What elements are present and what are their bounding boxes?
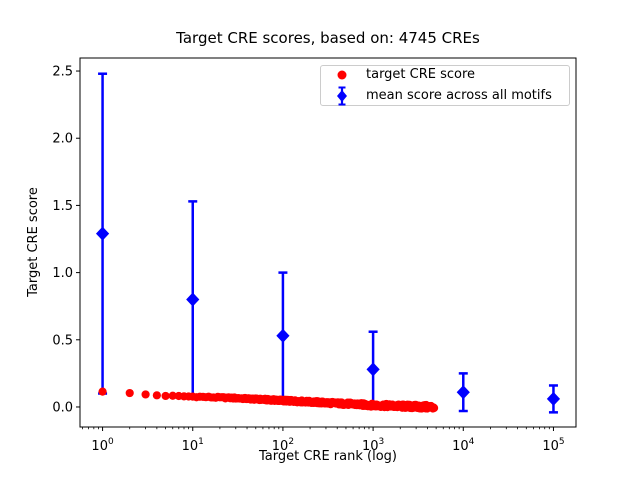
target-score-point	[141, 390, 150, 399]
target-score-point	[161, 391, 170, 401]
target-score-point	[98, 387, 107, 396]
y-axis-label-text: Target CRE score	[26, 187, 41, 297]
y-axis-tick-label: 0.5	[52, 333, 73, 348]
mean-score-diamond	[95, 226, 110, 241]
y-axis-tick-label: 1.5	[52, 199, 73, 214]
mean-score-diamond	[276, 328, 290, 343]
legend: target CRE score mean score across all m…	[320, 65, 570, 106]
legend-item-target-score: target CRE score	[321, 65, 569, 86]
legend-label: target CRE score	[366, 67, 476, 82]
mean-score-diamond	[366, 362, 380, 377]
mean-score-diamond	[546, 391, 561, 406]
red-circle-icon	[337, 70, 347, 80]
mean-score-diamond	[456, 385, 470, 400]
mean-score-diamond	[186, 292, 200, 307]
target-score-point	[125, 388, 134, 398]
y-axis-tick-label: 2.0	[52, 132, 73, 147]
x-axis-label: Target CRE rank (log)	[259, 449, 397, 464]
chart-title: Target CRE scores, based on: 4745 CREs	[176, 29, 480, 47]
y-axis-tick-label: 1.0	[52, 266, 73, 281]
y-axis-tick-label: 2.5	[52, 65, 73, 80]
target-score-point	[429, 403, 439, 413]
target-score-point	[152, 391, 161, 400]
plot-frame	[79, 57, 577, 428]
blue-diamond-errorbar-icon	[337, 86, 347, 106]
target-score-point	[168, 391, 177, 400]
legend-label: mean score across all motifs	[366, 88, 552, 103]
y-axis-tick-label: 0.0	[52, 400, 73, 415]
legend-item-mean-score: mean score across all motifs	[321, 86, 569, 107]
